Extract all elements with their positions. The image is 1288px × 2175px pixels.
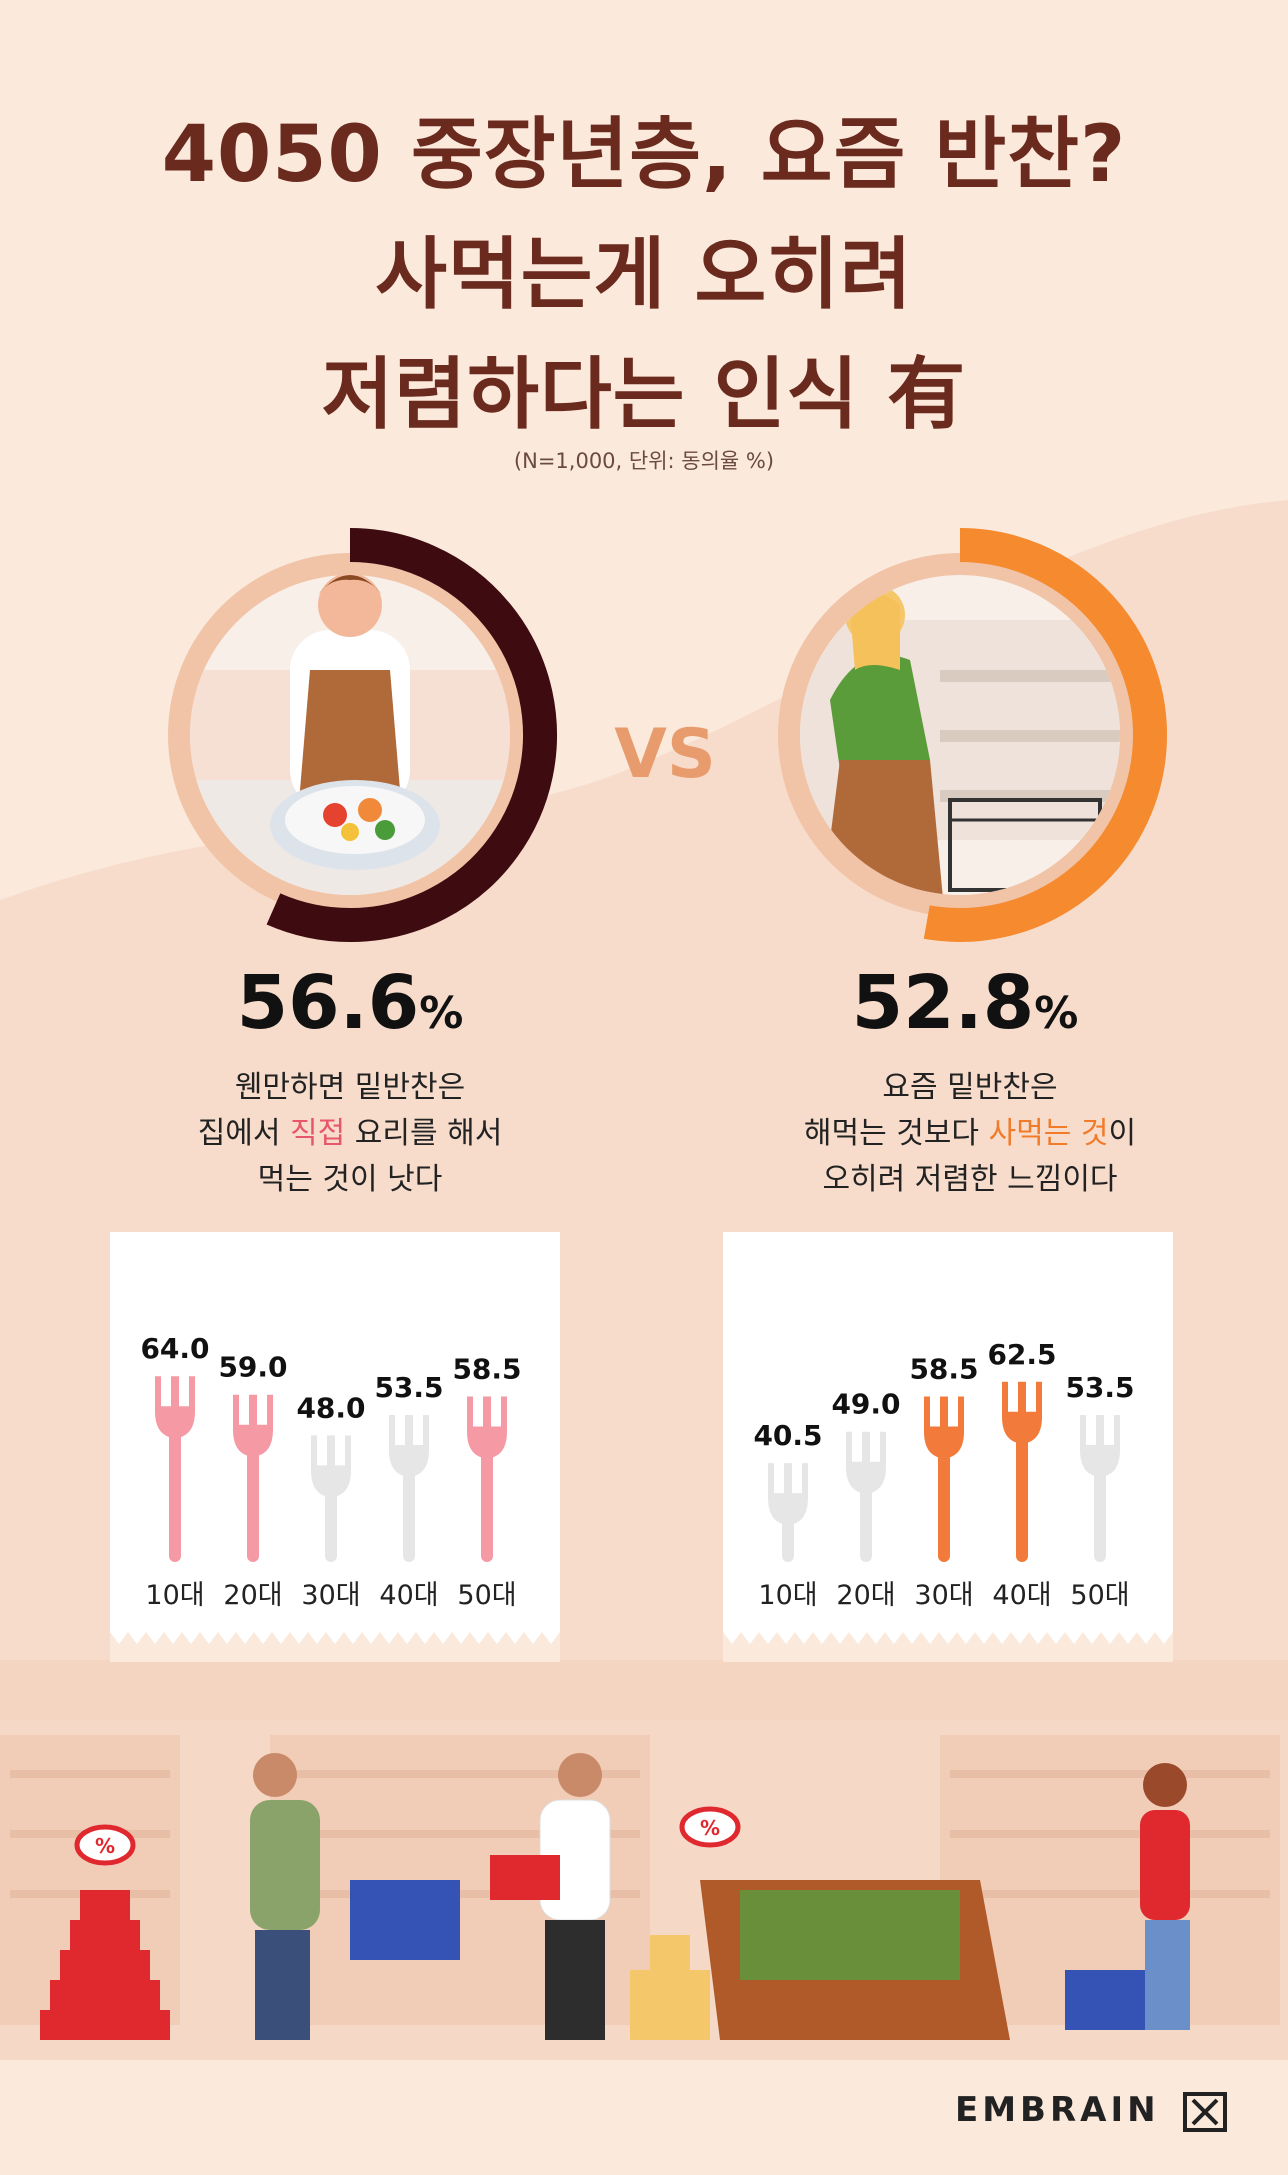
right-percent-ring <box>923 528 1167 942</box>
age-tick-label: 10대 <box>145 1580 204 1611</box>
left-desc-post: 요리를 해서 <box>345 1116 503 1151</box>
right-illustration-circle <box>778 528 1167 942</box>
page-title: 4050 중장년층, 요즘 반찬? 사먹는게 오히려 저렴하다는 인식 有 <box>0 95 1288 455</box>
title-line-1: 4050 중장년층, 요즘 반찬? <box>161 110 1127 200</box>
fork-handle <box>481 1451 493 1562</box>
age-tick-label: 40대 <box>992 1580 1051 1611</box>
sale-tag-right: % <box>700 1816 720 1840</box>
left-age-chart: 64.0 10대 59.0 20대 48.0 30대 53.5 40대 58.5 50대 <box>110 1232 560 1662</box>
right-age-chart: 40.5 10대 49.0 20대 58.5 30대 62.5 40대 53.5 50대 <box>723 1232 1173 1662</box>
left-desc-highlight: 직접 <box>290 1116 346 1151</box>
age-tick-label: 20대 <box>836 1580 895 1611</box>
survey-note: (N=1,000, 단위: 동의율 %) <box>513 449 775 473</box>
fork-head <box>233 1394 273 1457</box>
age-tick-label: 20대 <box>223 1580 282 1611</box>
fork-bar-20대 <box>846 1431 886 1562</box>
data-label: 53.5 <box>374 1371 443 1404</box>
fork-handle <box>860 1486 872 1562</box>
left-percent: 56.6% <box>150 960 550 1046</box>
left-description: 웬만하면 밑반찬은 집에서 직접 요리를 해서 먹는 것이 낫다 <box>110 1065 590 1203</box>
fork-handle <box>403 1470 415 1562</box>
left-percent-ring <box>266 528 557 942</box>
data-label: 53.5 <box>1065 1371 1134 1404</box>
right-desc-line2: 해먹는 것보다 사먹는 것이 <box>720 1111 1220 1157</box>
fork-bar-30대 <box>924 1396 964 1562</box>
age-tick-label: 50대 <box>457 1580 516 1611</box>
data-label: 48.0 <box>296 1391 365 1424</box>
fork-bar-40대 <box>389 1415 429 1562</box>
fork-bar-10대 <box>768 1463 808 1562</box>
left-chart-svg: 64.0 10대 59.0 20대 48.0 30대 53.5 40대 58.5 50대 <box>110 1332 560 1662</box>
title-line-2: 사먹는게 오히려 <box>375 230 913 320</box>
left-desc-pre: 집에서 <box>197 1116 291 1151</box>
right-desc-pre: 해먹는 것보다 <box>803 1116 989 1151</box>
data-label: 40.5 <box>753 1419 822 1452</box>
left-desc-line1: 웬만하면 밑반찬은 <box>234 1070 466 1105</box>
fork-head <box>311 1435 351 1498</box>
fork-bar-20대 <box>233 1394 273 1562</box>
left-desc-line2: 집에서 직접 요리를 해서 <box>110 1111 590 1157</box>
right-percent-value: 52.8 <box>851 960 1035 1046</box>
fork-handle <box>325 1490 337 1562</box>
data-label: 59.0 <box>218 1351 287 1384</box>
right-description: 요즘 밑반찬은 해먹는 것보다 사먹는 것이 오히려 저렴한 느낌이다 <box>720 1065 1220 1203</box>
sale-tag-left: % <box>95 1834 115 1858</box>
left-desc-line3: 먹는 것이 낫다 <box>257 1162 443 1197</box>
fork-head <box>1080 1415 1120 1478</box>
title-line-3: 저렴하다는 인식 有 <box>321 350 967 440</box>
fork-head <box>389 1415 429 1478</box>
age-tick-label: 40대 <box>379 1580 438 1611</box>
age-tick-label: 10대 <box>758 1580 817 1611</box>
fork-bar-10대 <box>155 1376 195 1562</box>
fork-head <box>467 1396 507 1459</box>
age-tick-label: 30대 <box>914 1580 973 1611</box>
data-label: 58.5 <box>909 1353 978 1386</box>
right-desc-line3: 오히려 저렴한 느낌이다 <box>822 1162 1118 1197</box>
age-tick-label: 30대 <box>301 1580 360 1611</box>
receipt-edge <box>110 1632 560 1662</box>
right-desc-line1: 요즘 밑반찬은 <box>882 1070 1058 1105</box>
left-percent-unit: % <box>419 988 464 1039</box>
receipt-edge <box>723 1632 1173 1662</box>
data-label: 62.5 <box>987 1338 1056 1371</box>
fork-bar-50대 <box>1080 1415 1120 1562</box>
age-tick-label: 50대 <box>1070 1580 1129 1611</box>
right-percent: 52.8% <box>765 960 1165 1046</box>
fork-bar-40대 <box>1002 1381 1042 1562</box>
fork-head <box>1002 1381 1042 1444</box>
fork-bar-30대 <box>311 1435 351 1562</box>
fork-head <box>768 1463 808 1526</box>
logo-text: EMBRAIN <box>955 2090 1160 2130</box>
vs-label: VS <box>614 715 716 794</box>
fork-handle <box>782 1518 794 1562</box>
data-label: 49.0 <box>831 1388 900 1421</box>
fork-handle <box>169 1431 181 1562</box>
right-desc-post: 이 <box>1108 1116 1137 1151</box>
fork-handle <box>1016 1436 1028 1562</box>
data-label: 64.0 <box>140 1332 209 1365</box>
fork-head <box>155 1376 195 1439</box>
right-desc-highlight: 사먹는 것 <box>988 1116 1109 1151</box>
fork-head <box>846 1431 886 1494</box>
embrain-logo: EMBRAIN <box>955 2090 1228 2132</box>
supermarket-scene: % % <box>0 1720 1288 2060</box>
fork-handle <box>1094 1470 1106 1562</box>
data-label: 58.5 <box>452 1353 521 1386</box>
embrain-logo-icon <box>1183 2091 1228 2132</box>
fork-handle <box>938 1451 950 1562</box>
fork-handle <box>247 1449 259 1562</box>
right-percent-unit: % <box>1034 988 1079 1039</box>
left-illustration-circle <box>168 528 557 942</box>
right-chart-svg: 40.5 10대 49.0 20대 58.5 30대 62.5 40대 53.5 50대 <box>723 1338 1173 1662</box>
fork-bar-50대 <box>467 1396 507 1562</box>
fork-head <box>924 1396 964 1459</box>
left-percent-value: 56.6 <box>236 960 420 1046</box>
